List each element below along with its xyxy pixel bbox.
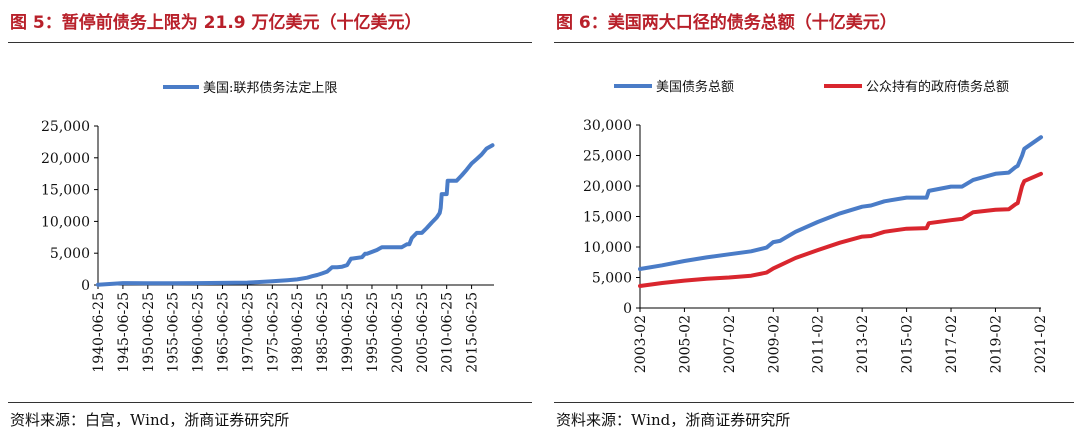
figure-5-top-rule	[8, 42, 532, 43]
chart5-x-tick-label: 1980-06-25	[290, 292, 306, 373]
chart5-y-tick-label: 5,000	[50, 246, 90, 262]
chart6-y-tick-label: 30,000	[583, 118, 632, 134]
chart5-x-tick-label: 2000-06-25	[390, 292, 406, 373]
chart5-x-tick-label: 1955-06-25	[166, 292, 182, 373]
chart5-x-tick-label: 2005-06-25	[415, 292, 431, 373]
chart6-y-tick-label: 20,000	[583, 179, 632, 195]
chart6-y-tick-label: 0	[623, 301, 632, 317]
chart6-x-tick-label: 2005-02	[677, 315, 693, 373]
chart6-series-2-line	[638, 171, 1043, 288]
chart6-y-tick-label: 25,000	[583, 149, 632, 165]
chart5-x-tick-label: 2015-06-25	[465, 292, 481, 373]
chart5-x-tick-label: 1995-06-25	[365, 292, 381, 373]
chart6-x-tick-label: 2013-02	[855, 315, 871, 373]
chart5-x-tick-label: 1960-06-25	[191, 292, 207, 373]
chart5-x-tick-label: 1975-06-25	[265, 292, 281, 373]
chart6-y-tick-label: 15,000	[583, 210, 632, 226]
figure-6-title: 图 6：美国两大口径的债务总额（十亿美元）	[556, 13, 897, 33]
chart5-y-tick-label: 15,000	[41, 183, 90, 199]
figure-5-source: 资料来源：白宫，Wind，浙商证券研究所	[10, 411, 290, 429]
chart5-y-tick-label: 20,000	[41, 151, 90, 167]
chart6-y-tick-label: 10,000	[583, 240, 632, 256]
figure-5-title: 图 5：暂停前债务上限为 21.9 万亿美元（十亿美元）	[10, 13, 422, 33]
chart6-x-tick-label: 2007-02	[722, 315, 738, 373]
figure-5-bottom-rule	[8, 402, 532, 403]
chart5-y-tick-label: 25,000	[41, 119, 90, 135]
figure-6-bottom-rule	[554, 402, 1074, 403]
chart6-y-tick-label: 5,000	[592, 271, 632, 287]
chart6-legend-label-2: 公众持有的政府债务总额	[866, 79, 1009, 95]
chart5-x-tick-label: 1970-06-25	[240, 292, 256, 373]
chart6-x-tick-label: 2017-02	[944, 315, 960, 373]
chart5-x-tick-label: 1940-06-25	[91, 292, 107, 373]
chart6-x-tick-label: 2011-02	[811, 315, 827, 373]
chart5-x-tick-label: 1945-06-25	[116, 292, 132, 373]
chart5-legend-label-1: 美国:联邦债务法定上限	[203, 80, 337, 96]
chart6-x-tick-label: 2019-02	[988, 315, 1004, 373]
chart5-x-tick-label: 1950-06-25	[141, 292, 157, 373]
chart6-x-tick-label: 2021-02	[1033, 315, 1049, 373]
chart5-series-1-line	[96, 143, 495, 287]
chart5-y-tick-label: 0	[81, 278, 90, 294]
chart5-x-tick-label: 2010-06-25	[440, 292, 456, 373]
chart5-x-tick-label: 1985-06-25	[315, 292, 331, 373]
chart6-legend-label-1: 美国债务总额	[656, 79, 734, 95]
chart6-x-tick-label: 2003-02	[633, 315, 649, 373]
chart5-x-tick-label: 1965-06-25	[216, 292, 232, 373]
chart5-y-tick-label: 10,000	[41, 214, 90, 230]
chart5-x-tick-label: 1990-06-25	[340, 292, 356, 373]
figure-6-source: 资料来源：Wind，浙商证券研究所	[556, 411, 791, 429]
chart6-x-tick-label: 2009-02	[766, 315, 782, 373]
figure-6-top-rule	[554, 42, 1074, 43]
chart6-x-tick-label: 2015-02	[900, 315, 916, 373]
chart6-series-1-line	[638, 135, 1043, 271]
